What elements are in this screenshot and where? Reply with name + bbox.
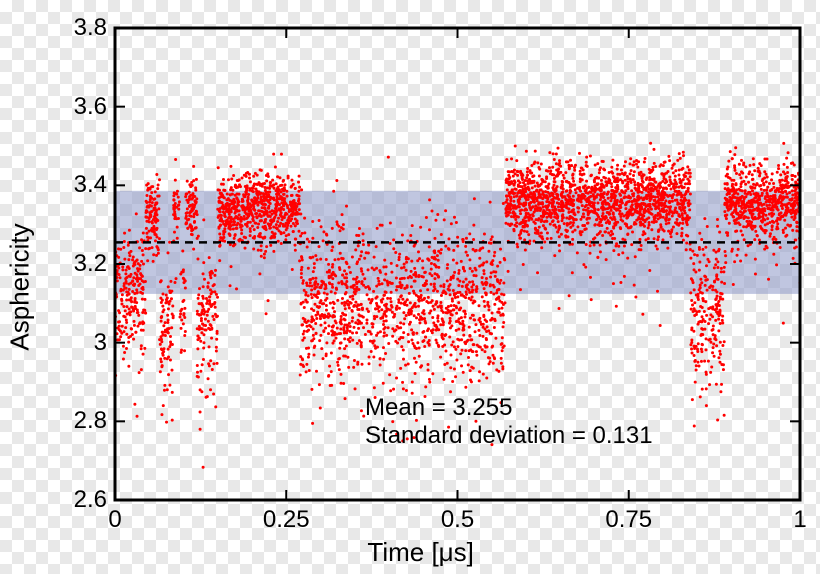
y-axis-label: Asphericity — [5, 223, 36, 350]
y-tick-label: 2.6 — [74, 486, 107, 514]
x-tick-label: 0.75 — [605, 506, 652, 534]
x-tick-label: 0.5 — [441, 506, 474, 534]
x-tick-label: 0.25 — [263, 506, 310, 534]
chart-container: Asphericity Time [μs] Mean = 3.255 Stand… — [0, 0, 820, 574]
y-tick-label: 3.8 — [74, 14, 107, 42]
scatter-plot — [0, 0, 820, 574]
y-tick-label: 3.4 — [74, 171, 107, 199]
y-tick-label: 3.2 — [74, 250, 107, 278]
x-axis-label: Time [μs] — [367, 537, 473, 568]
y-tick-label: 3 — [94, 329, 107, 357]
annotation-mean: Mean = 3.255 — [365, 394, 512, 422]
x-tick-label: 1 — [793, 506, 806, 534]
y-tick-label: 2.8 — [74, 407, 107, 435]
x-tick-label: 0 — [108, 506, 121, 534]
annotation-std: Standard deviation = 0.131 — [365, 422, 653, 450]
y-tick-label: 3.6 — [74, 93, 107, 121]
